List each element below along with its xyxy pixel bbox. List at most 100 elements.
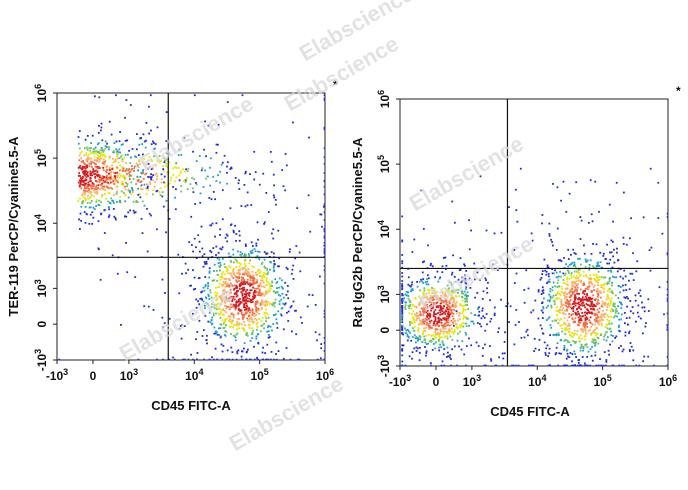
event-dot (275, 353, 277, 355)
corner-asterisk: * (333, 78, 338, 92)
event-dot (129, 104, 132, 106)
event-dot (236, 276, 239, 279)
event-dot (275, 291, 278, 293)
event-dot (455, 323, 458, 326)
event-dot (625, 317, 628, 319)
event-dot (116, 176, 119, 179)
event-dot (422, 330, 425, 332)
event-dot (485, 229, 488, 232)
event-dot (574, 282, 576, 284)
event-dot (450, 323, 453, 326)
event-dot (236, 352, 239, 355)
event-dot (221, 218, 224, 221)
event-dot (549, 295, 552, 298)
event-dot (597, 342, 600, 345)
event-dot (139, 196, 142, 199)
event-dot (477, 322, 479, 324)
event-dot (569, 352, 572, 354)
event-dot (560, 302, 563, 305)
event-dot (173, 358, 176, 361)
event-dot (185, 179, 188, 182)
event-dot (430, 364, 432, 367)
event-dot (97, 247, 100, 250)
event-dot (92, 206, 95, 209)
event-dot (449, 354, 452, 356)
event-dot (666, 281, 669, 283)
event-dot (585, 343, 588, 345)
event-dot (591, 337, 594, 340)
event-dot (208, 358, 211, 361)
event-dot (231, 275, 234, 278)
event-dot (600, 322, 603, 325)
event-dot (422, 294, 425, 297)
event-dot (140, 172, 143, 174)
event-dot (578, 297, 580, 299)
event-dot (219, 279, 222, 281)
event-dot (285, 347, 288, 349)
event-dot (594, 339, 597, 341)
event-dot (150, 158, 153, 161)
event-dot (504, 331, 506, 334)
event-dot (574, 317, 577, 320)
event-dot (260, 319, 263, 322)
event-dot (589, 179, 592, 182)
event-dot (401, 266, 404, 269)
event-dot (434, 324, 437, 327)
event-dot (83, 173, 86, 176)
event-dot (177, 167, 180, 169)
event-dot (235, 240, 237, 242)
event-dot (622, 277, 624, 280)
event-dot (221, 293, 224, 295)
event-dot (251, 279, 254, 282)
event-dot (560, 318, 562, 320)
event-dot (563, 323, 565, 325)
event-dot (206, 287, 209, 290)
event-dot (559, 324, 562, 327)
event-dot (145, 193, 148, 196)
event-dot (584, 306, 586, 309)
event-dot (421, 310, 424, 313)
event-dot (590, 290, 592, 293)
event-dot (286, 268, 289, 270)
event-dot (450, 364, 452, 367)
event-dot (97, 142, 100, 145)
event-dot (99, 175, 102, 177)
event-dot (196, 331, 199, 333)
event-dot (232, 316, 235, 319)
event-dot (622, 289, 625, 292)
event-dot (551, 289, 554, 292)
event-dot (323, 269, 326, 272)
event-dot (115, 218, 117, 221)
event-dot (605, 323, 607, 326)
event-dot (248, 271, 250, 274)
event-dot (407, 276, 410, 279)
event-dot (582, 315, 584, 317)
event-dot (505, 305, 508, 308)
event-dot (549, 288, 552, 290)
event-dot (539, 324, 542, 327)
event-dot (249, 277, 252, 280)
event-dot (412, 329, 415, 332)
event-dot (236, 260, 238, 263)
event-dot (323, 193, 326, 196)
event-dot (606, 281, 609, 284)
watermark-text: Elabscience (225, 371, 348, 456)
event-dot (323, 230, 326, 233)
event-dot (292, 264, 295, 267)
event-dot (248, 295, 251, 297)
event-dot (257, 238, 259, 241)
event-dot (468, 248, 471, 251)
event-dot (94, 166, 97, 168)
event-dot (405, 329, 408, 332)
event-dot (428, 300, 431, 302)
event-dot (229, 207, 232, 210)
event-dot (150, 214, 152, 217)
event-dot (241, 323, 243, 326)
event-dot (563, 345, 566, 347)
event-dot (542, 289, 545, 291)
event-dot (568, 330, 570, 333)
event-dot (195, 298, 198, 301)
event-dot (106, 142, 108, 145)
event-dot (458, 269, 461, 272)
event-dot (574, 277, 577, 279)
